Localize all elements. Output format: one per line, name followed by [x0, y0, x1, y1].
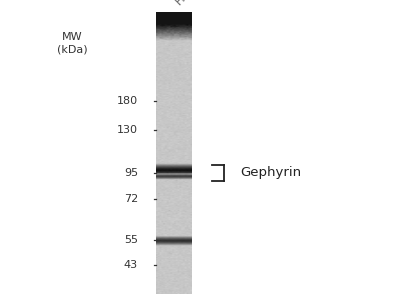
Text: 55: 55 [124, 235, 138, 245]
Text: Human brain: Human brain [173, 0, 236, 8]
Text: MW
(kDa): MW (kDa) [57, 32, 87, 54]
Text: 72: 72 [124, 194, 138, 204]
Text: 43: 43 [124, 260, 138, 270]
Text: 95: 95 [124, 168, 138, 178]
Text: 180: 180 [117, 96, 138, 106]
Text: 130: 130 [117, 125, 138, 135]
Text: Gephyrin: Gephyrin [240, 166, 301, 179]
